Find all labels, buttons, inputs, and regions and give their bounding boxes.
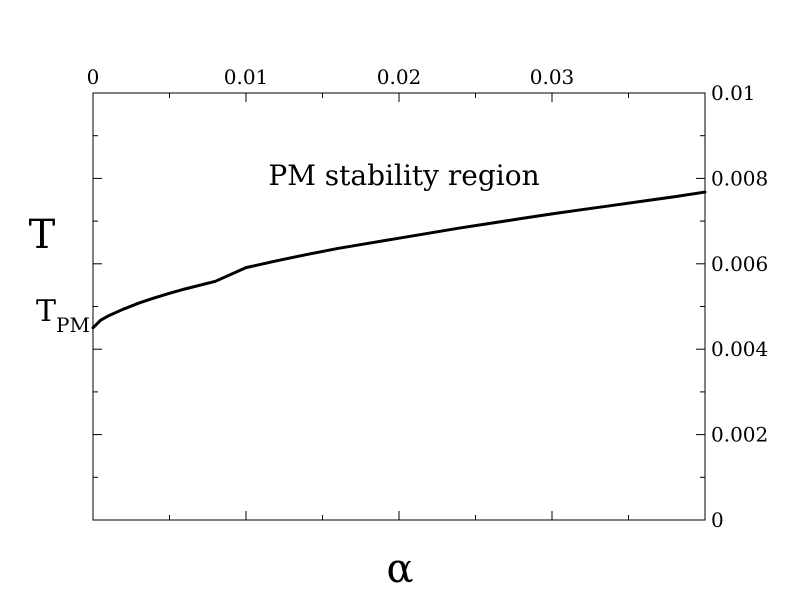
tpm-label: T PM	[36, 294, 90, 337]
y-tick-label: 0.002	[711, 423, 768, 447]
plot-frame	[92, 92, 706, 521]
y-tick-label: 0.008	[711, 166, 768, 190]
series-line	[91, 190, 707, 330]
tpm-label-main: T	[36, 294, 56, 329]
y-axis-ticks	[93, 92, 705, 521]
series-group	[91, 190, 707, 330]
x-tick-label: 0.02	[377, 65, 422, 89]
tpm-label-subscript: PM	[56, 313, 90, 337]
x-axis-tick-labels: 0 0.01 0.02 0.03	[87, 65, 575, 89]
annotation-pm-stability-region: PM stability region	[268, 159, 539, 192]
y-axis-label: T	[29, 212, 56, 258]
y-tick-label: 0	[711, 508, 724, 532]
x-tick-label: 0	[87, 65, 100, 89]
y-tick-label: 0.004	[711, 337, 768, 361]
x-tick-label: 0.03	[530, 65, 575, 89]
y-axis-tick-labels: 0 0.002 0.004 0.006 0.008 0.01	[711, 81, 768, 532]
x-axis-label: α	[386, 546, 413, 592]
y-tick-label: 0.006	[711, 252, 768, 276]
x-axis-ticks	[92, 93, 629, 520]
x-tick-label: 0.01	[224, 65, 269, 89]
y-tick-label: 0.01	[711, 81, 756, 105]
